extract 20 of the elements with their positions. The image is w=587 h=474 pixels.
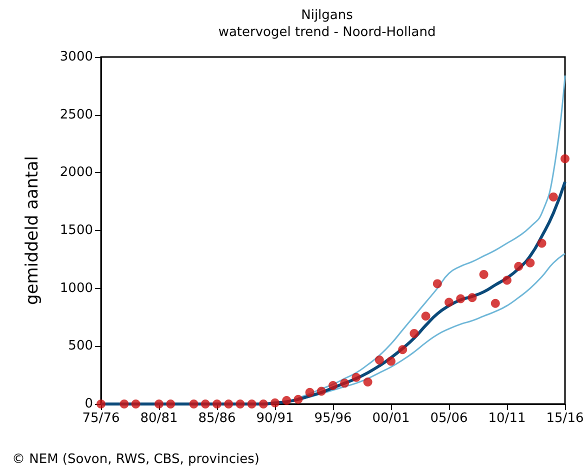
x-tick-label: 05/06 <box>430 411 468 426</box>
x-tick-label: 75/76 <box>82 411 120 426</box>
x-tick-label: 00/01 <box>372 411 410 426</box>
x-tick-label: 10/11 <box>488 411 526 426</box>
y-axis-title: gemiddeld aantal <box>22 156 42 305</box>
x-tick-label: 15/16 <box>546 411 584 426</box>
x-tick-label: 90/91 <box>256 411 294 426</box>
y-tick-label: 500 <box>68 338 93 354</box>
y-tick-label: 2500 <box>60 107 93 122</box>
chart-title: Nijlgans <box>301 8 354 23</box>
y-tick-label: 1000 <box>60 280 93 296</box>
x-tick-label: 80/81 <box>140 411 178 426</box>
y-tick-label: 2000 <box>60 165 93 180</box>
y-tick-label: 3000 <box>60 50 93 64</box>
x-tick-label: 95/96 <box>314 411 352 426</box>
y-tick-label: 0 <box>84 396 93 412</box>
text: © NEM (Sovon, RWS, CBS, provincies) <box>12 452 260 467</box>
x-tick-label: 85/86 <box>198 411 236 426</box>
y-tick-label: 1500 <box>60 223 93 238</box>
chart-subtitle: watervogel trend - Noord-Holland <box>218 25 436 40</box>
